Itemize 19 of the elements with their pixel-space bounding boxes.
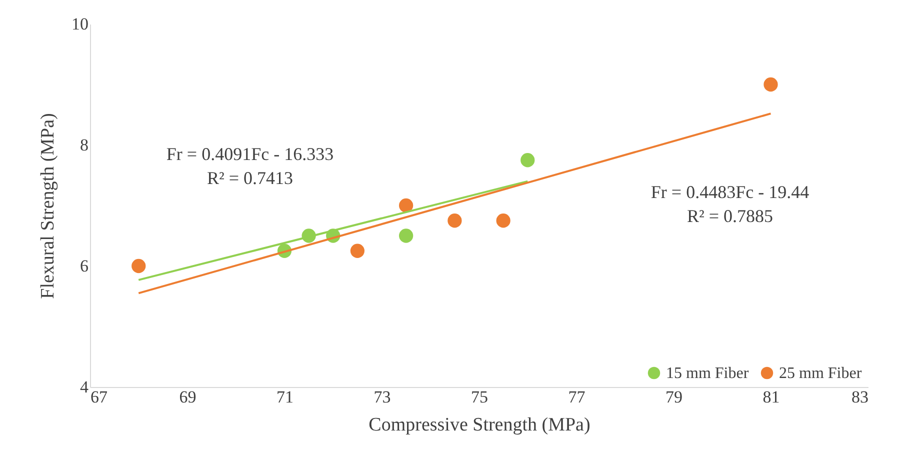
x-tick-label: 83	[852, 388, 868, 406]
legend-label: 25 mm Fiber	[779, 365, 862, 382]
x-axis-title: Compressive Strength (MPa)	[368, 414, 590, 436]
x-tick-label: 81	[762, 388, 780, 406]
x-tick-label: 67	[90, 388, 108, 406]
y-tick-label: 6	[80, 256, 88, 276]
legend-label: 15 mm Fiber	[666, 365, 750, 382]
x-tick-label: 79	[666, 388, 682, 406]
x-tick-label: 75	[471, 388, 488, 406]
y-tick-label: 10	[72, 14, 88, 34]
annotation: Fr = 0.4483Fc - 19.44 R² = 0.7885	[650, 182, 810, 226]
y-tick-label: 8	[80, 136, 88, 154]
y-axis-title: Flexural Strength (MPa)	[38, 113, 58, 299]
x-tick-label: 69	[179, 388, 196, 406]
x-tick-label: 73	[374, 388, 391, 406]
x-tick-label: 77	[568, 388, 586, 406]
annotation: Fr = 0.4091Fc - 16.333 R² = 0.7413	[166, 144, 334, 188]
x-tick-label: 71	[276, 388, 294, 406]
y-tick-label: 4	[80, 378, 89, 396]
